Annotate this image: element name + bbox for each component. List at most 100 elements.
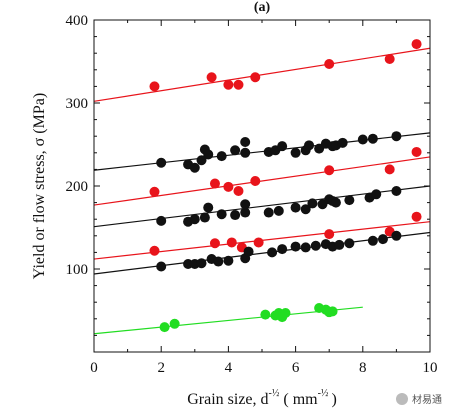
data-point	[189, 214, 200, 225]
data-point	[367, 235, 378, 246]
data-point	[300, 204, 311, 215]
data-point	[196, 155, 207, 166]
data-point	[230, 210, 241, 221]
data-point	[233, 79, 244, 90]
data-point	[149, 245, 160, 256]
y-tick-label: 300	[66, 96, 89, 112]
data-point	[203, 149, 214, 160]
data-point	[156, 157, 167, 168]
data-point	[367, 133, 378, 144]
data-point	[304, 140, 315, 151]
x-tick-label: 2	[157, 360, 165, 376]
x-tick-label: 4	[225, 360, 233, 376]
data-point	[280, 307, 291, 318]
data-point	[203, 202, 214, 213]
x-tick-label: 0	[90, 360, 98, 376]
y-tick-label: 100	[66, 262, 89, 278]
data-point	[290, 241, 301, 252]
data-point	[233, 185, 244, 196]
x-axis-title-close: )	[331, 391, 336, 408]
y-tick-label: 400	[66, 13, 89, 29]
data-point	[277, 244, 288, 255]
data-point	[277, 141, 288, 152]
x-axis-title: Grain size, d-½( mm-½)	[187, 388, 337, 408]
data-point	[384, 164, 395, 175]
data-point	[330, 197, 341, 208]
data-point	[371, 189, 382, 200]
data-point	[260, 309, 271, 320]
data-point	[216, 209, 227, 220]
data-point	[196, 258, 207, 269]
data-point	[310, 240, 321, 251]
data-point	[411, 211, 422, 222]
data-point	[189, 162, 200, 173]
data-point	[337, 137, 348, 148]
y-tick-label: 200	[66, 179, 89, 195]
plot-frame	[93, 19, 431, 353]
data-point	[223, 181, 234, 192]
data-point	[391, 230, 402, 241]
chart-marks	[93, 39, 431, 335]
watermark: 材易通	[396, 393, 442, 406]
data-point	[377, 234, 388, 245]
data-point	[344, 238, 355, 249]
data-point	[384, 54, 395, 65]
data-point	[223, 79, 234, 90]
x-axis-title-prefix: Grain size, d	[187, 391, 268, 408]
data-point	[209, 238, 220, 249]
data-point	[391, 131, 402, 142]
data-point	[243, 246, 254, 257]
x-axis-title-exponent: -½	[269, 388, 280, 399]
data-point	[357, 134, 368, 145]
data-point	[240, 147, 251, 158]
data-point	[240, 199, 251, 210]
series-5-red	[93, 211, 431, 260]
data-point	[327, 306, 338, 317]
series-1-red	[93, 39, 431, 102]
series-7-green	[93, 303, 363, 335]
data-point	[240, 207, 251, 218]
data-point	[149, 81, 160, 92]
axis-ticks: 0 2 4 6 8 10 100 200 300 400	[66, 13, 438, 376]
data-point	[324, 229, 335, 240]
data-point	[411, 146, 422, 157]
fit-line	[93, 156, 431, 206]
data-point	[156, 261, 167, 272]
watermark-logo-icon	[396, 393, 408, 405]
data-point	[391, 185, 402, 196]
data-point	[156, 215, 167, 226]
data-point	[149, 186, 160, 197]
watermark-text: 材易通	[412, 393, 442, 406]
data-point	[199, 212, 210, 223]
data-point	[290, 202, 301, 213]
x-tick-label: 10	[423, 360, 438, 376]
fit-line	[93, 47, 431, 102]
series-6-black	[93, 230, 431, 275]
panel-label: (a)	[254, 0, 271, 15]
data-point	[240, 137, 251, 148]
data-point	[223, 255, 234, 266]
x-tick-label: 6	[292, 360, 300, 376]
data-point	[263, 207, 274, 218]
data-point	[290, 147, 301, 158]
data-point	[273, 205, 284, 216]
data-point	[216, 151, 227, 162]
data-point	[411, 39, 422, 50]
series-4-black	[93, 185, 431, 228]
data-point	[250, 72, 261, 83]
data-point	[230, 145, 241, 156]
data-point	[250, 176, 261, 187]
series-2-black	[93, 131, 431, 173]
data-point	[253, 237, 264, 248]
data-point	[324, 165, 335, 176]
data-point	[307, 198, 318, 209]
x-tick-label: 8	[359, 360, 367, 376]
x-axis-title-unit: ( mm	[283, 391, 318, 408]
data-point	[159, 322, 170, 333]
y-axis-title: Yield or flow stress, σ (MPa)	[31, 93, 48, 279]
data-point	[334, 239, 345, 250]
data-point	[206, 72, 217, 83]
data-point	[213, 256, 224, 267]
data-point	[324, 58, 335, 69]
